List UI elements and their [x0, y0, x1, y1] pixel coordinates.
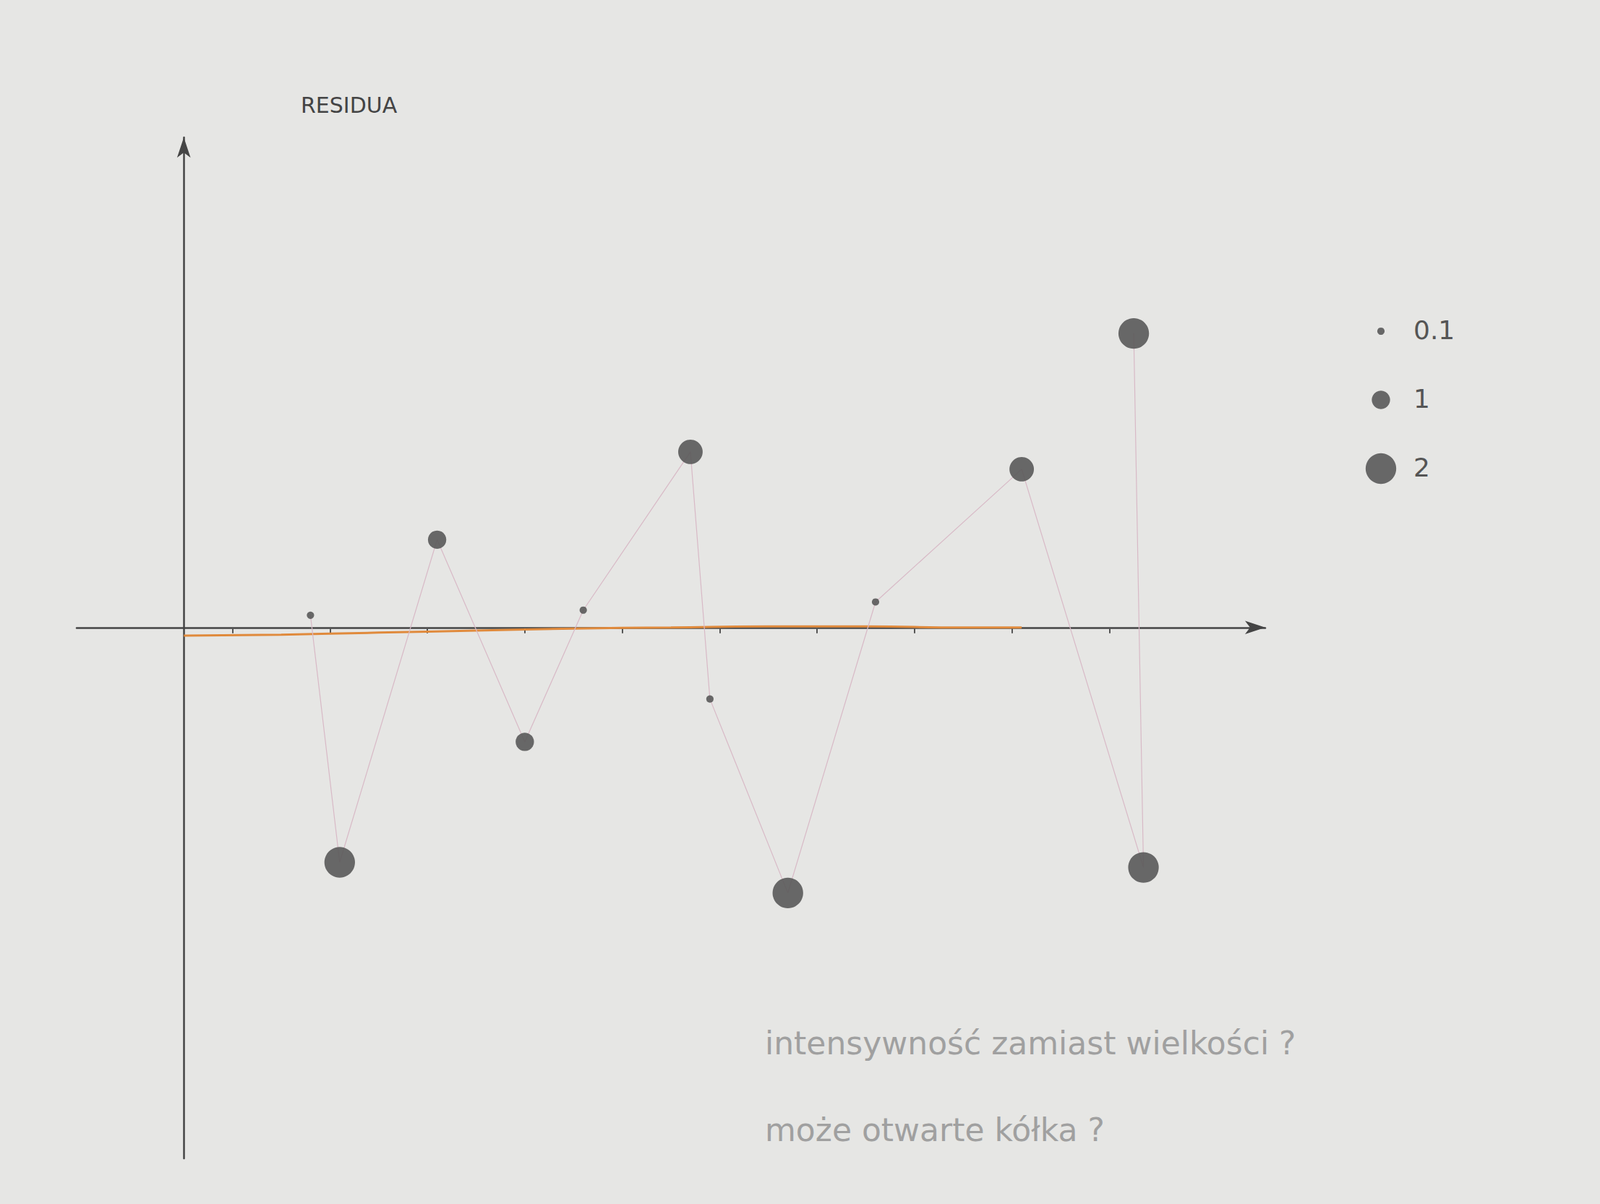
svg-text:1: 1 — [1413, 383, 1431, 414]
svg-text:0.1: 0.1 — [1413, 315, 1455, 345]
svg-text:intensywność zamiast wielkości: intensywność zamiast wielkości ? — [764, 1024, 1296, 1062]
svg-text:RESIDUA: RESIDUA — [300, 92, 398, 118]
svg-text:może otwarte kółka ?: może otwarte kółka ? — [764, 1111, 1105, 1149]
svg-text:2: 2 — [1413, 452, 1431, 483]
